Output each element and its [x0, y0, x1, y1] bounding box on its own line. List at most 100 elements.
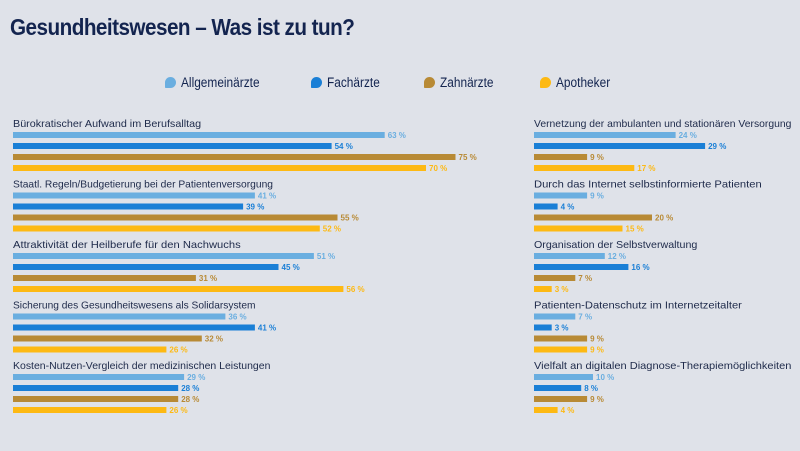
- bar-fachärzte: [13, 385, 179, 391]
- value-label: 26 %: [169, 406, 187, 415]
- bar-allgemeinärzte: [534, 132, 676, 138]
- bar-zahnärzte: [534, 335, 588, 342]
- value-label: 12 %: [608, 252, 626, 261]
- legend-item-fachaerzte: Fachärzte: [311, 75, 387, 90]
- bar-zahnärzte: [13, 396, 179, 402]
- bar-zahnärzte: [534, 275, 576, 281]
- value-label: 20 %: [655, 214, 673, 223]
- value-label: 26 %: [169, 346, 187, 355]
- value-label: 16 %: [631, 263, 649, 272]
- bar-allgemeinärzte: [13, 313, 226, 320]
- value-label: 28 %: [181, 384, 199, 393]
- value-label: 3 %: [555, 324, 569, 333]
- bar-allgemeinärzte: [534, 374, 593, 380]
- bar-apotheker: [534, 407, 558, 413]
- value-label: 7 %: [578, 274, 592, 283]
- speech-bubble-icon: [540, 77, 551, 88]
- value-label: 3 %: [555, 285, 569, 294]
- bar-fachärzte: [534, 143, 706, 149]
- value-label: 63 %: [388, 131, 406, 140]
- bar-apotheker: [13, 225, 320, 232]
- category-label: Patienten-Datenschutz im Internetzeitalt…: [534, 300, 742, 312]
- bar-zahnärzte: [13, 335, 202, 342]
- bar-fachärzte: [534, 203, 558, 210]
- speech-bubble-icon: [165, 77, 176, 88]
- speech-bubble-icon: [424, 77, 435, 88]
- legend-item-allgemeinaerzte: Allgemeinärzte: [165, 75, 270, 90]
- value-label: 56 %: [346, 285, 364, 294]
- speech-bubble-icon: [311, 77, 322, 88]
- category-label: Vielfalt an digitalen Diagnose-Therapiem…: [534, 360, 792, 372]
- bar-zahnärzte: [13, 214, 338, 221]
- category-label: Kosten-Nutzen-Vergleich der medizinische…: [13, 360, 271, 372]
- bar-allgemeinärzte: [13, 253, 314, 259]
- bar-zahnärzte: [13, 275, 196, 281]
- value-label: 15 %: [626, 225, 644, 234]
- bar-apotheker: [13, 286, 344, 292]
- value-label: 9 %: [590, 335, 604, 344]
- value-label: 32 %: [205, 335, 223, 344]
- bar-allgemeinärzte: [534, 192, 588, 199]
- value-label: 9 %: [590, 395, 604, 404]
- value-label: 9 %: [590, 192, 604, 201]
- category-label: Sicherung des Gesundheitswesens als Soli…: [13, 300, 256, 312]
- legend: Allgemeinärzte Fachärzte Zahnärzte Apoth…: [0, 75, 800, 95]
- value-label: 54 %: [335, 142, 353, 151]
- bar-fachärzte: [534, 324, 552, 331]
- bar-apotheker: [13, 407, 167, 413]
- value-label: 70 %: [429, 164, 447, 173]
- value-label: 17 %: [637, 164, 655, 173]
- bar-fachärzte: [534, 264, 629, 270]
- value-label: 24 %: [679, 131, 697, 140]
- bar-allgemeinärzte: [534, 313, 576, 320]
- value-label: 55 %: [341, 214, 359, 223]
- bar-allgemeinärzte: [13, 374, 185, 380]
- value-label: 4 %: [561, 406, 575, 415]
- value-label: 29 %: [187, 373, 205, 382]
- legend-label: Fachärzte: [327, 75, 380, 90]
- bar-fachärzte: [13, 203, 244, 210]
- bar-fachärzte: [13, 264, 279, 270]
- bar-apotheker: [534, 286, 552, 292]
- value-label: 45 %: [282, 263, 300, 272]
- value-label: 10 %: [596, 373, 614, 382]
- value-label: 28 %: [181, 395, 199, 404]
- value-label: 8 %: [584, 384, 598, 393]
- legend-label: Allgemeinärzte: [181, 75, 260, 90]
- category-label: Vernetzung der ambulanten und stationäre…: [534, 118, 792, 130]
- value-label: 9 %: [590, 346, 604, 355]
- legend-label: Apotheker: [556, 75, 611, 90]
- bar-apotheker: [534, 165, 635, 171]
- value-label: 51 %: [317, 252, 335, 261]
- bar-zahnärzte: [534, 214, 652, 221]
- value-label: 41 %: [258, 192, 276, 201]
- value-label: 52 %: [323, 225, 341, 234]
- category-label: Organisation der Selbstverwaltung: [534, 239, 698, 251]
- bar-zahnärzte: [13, 154, 456, 160]
- value-label: 39 %: [246, 203, 264, 212]
- category-label: Attraktivität der Heilberufe für den Nac…: [13, 239, 241, 251]
- bar-fachärzte: [13, 143, 332, 149]
- bar-allgemeinärzte: [13, 192, 255, 199]
- bar-apotheker: [534, 225, 623, 232]
- legend-item-apotheker: Apotheker: [540, 75, 618, 90]
- value-label: 31 %: [199, 274, 217, 283]
- bar-allgemeinärzte: [534, 253, 605, 259]
- category-label: Bürokratischer Aufwand im Berufsalltag: [13, 118, 201, 130]
- chart-title: Gesundheitswesen – Was ist zu tun?: [10, 14, 355, 40]
- value-label: 9 %: [590, 153, 604, 162]
- bar-apotheker: [534, 346, 588, 353]
- bar-zahnärzte: [534, 396, 588, 402]
- value-label: 36 %: [228, 313, 246, 322]
- legend-label: Zahnärzte: [440, 75, 494, 90]
- legend-item-zahnaerzte: Zahnärzte: [424, 75, 501, 90]
- bar-apotheker: [13, 346, 167, 353]
- category-label: Staatl. Regeln/Budgetierung bei der Pati…: [13, 179, 273, 191]
- category-label: Durch das Internet selbstinformierte Pat…: [534, 179, 762, 191]
- value-label: 41 %: [258, 324, 276, 333]
- value-label: 4 %: [561, 203, 575, 212]
- value-label: 75 %: [459, 153, 477, 162]
- bar-fachärzte: [13, 324, 255, 331]
- value-label: 29 %: [708, 142, 726, 151]
